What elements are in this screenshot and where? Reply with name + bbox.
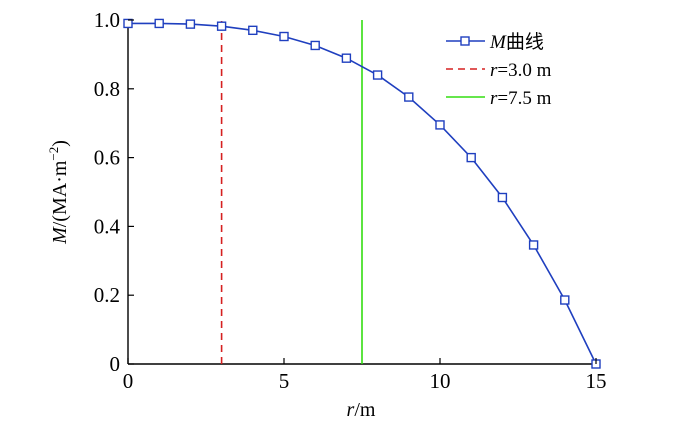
series-line-0 [128, 22, 597, 365]
legend-label: M曲线 [489, 31, 544, 53]
axis-ticks: 0 5 10 15 0 0.2 0.4 0.6 0.8 1.0 [94, 8, 607, 393]
data-point [185, 19, 196, 29]
data-point [341, 53, 352, 63]
legend-label: r=3.0 m [490, 60, 552, 81]
data-point [248, 25, 258, 36]
legend-marker-square [460, 36, 470, 46]
data-point [435, 120, 445, 130]
x-tick-label: 5 [279, 369, 290, 393]
data-point [497, 192, 508, 203]
data-point [404, 92, 414, 102]
x-tick-label: 15 [586, 369, 607, 393]
x-tick-label: 0 [123, 369, 134, 393]
data-point [560, 295, 570, 305]
legend-item-m-curve: M曲线 [446, 31, 544, 53]
legend: M曲线 r=3.0 m r=7.5 m [446, 31, 552, 109]
y-axis-title: M/(MA·m−2) [46, 140, 71, 245]
data-point [310, 40, 320, 51]
legend-item-r3: r=3.0 m [446, 60, 552, 81]
legend-label: r=7.5 m [490, 88, 552, 109]
y-tick-label: 0.8 [94, 77, 120, 101]
series-layer [123, 18, 601, 369]
y-tick-label: 0.6 [94, 146, 120, 170]
reference-lines [220, 20, 363, 364]
y-tick-label: 0 [110, 352, 121, 376]
x-tick-label: 10 [430, 369, 451, 393]
data-point [154, 18, 164, 29]
legend-item-r75: r=7.5 m [446, 88, 552, 109]
data-point [123, 18, 133, 29]
y-tick-label: 0.4 [94, 214, 121, 238]
y-tick-label: 0.2 [94, 283, 120, 307]
x-axis-title: r/m [347, 399, 376, 421]
y-tick-label: 1.0 [94, 8, 120, 32]
data-point [372, 70, 383, 80]
data-point [528, 240, 539, 250]
data-point [279, 31, 289, 42]
data-point [216, 21, 227, 31]
data-point [466, 152, 476, 163]
